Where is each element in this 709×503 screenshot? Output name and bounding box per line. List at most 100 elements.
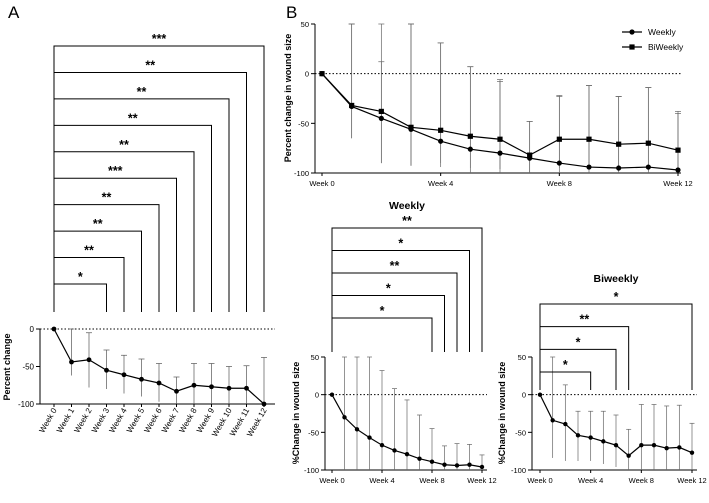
panel-b-weekly-significance-bracket: [331, 272, 458, 352]
panel-b-top-weekly-marker: [438, 138, 444, 144]
panel-b-biweekly-y-tick-label: 0: [522, 391, 526, 400]
panel-b-biweekly-title: Biweekly: [594, 273, 639, 285]
panel-b-top-weekly-marker: [497, 150, 503, 156]
panel-b-biweekly-x-tick-label: Week 0: [527, 476, 552, 485]
panel-a-marker: [156, 380, 162, 386]
panel-b-top-y-tick-label: 50: [301, 20, 309, 29]
panel-a-significance-label: **: [128, 111, 138, 125]
panel-b-biweekly-significance-label: *: [576, 335, 581, 349]
panel-a-significance-label: ***: [108, 164, 123, 178]
panel-b-top-biweekly-marker: [378, 108, 384, 115]
panel-b-weekly-marker: [379, 442, 385, 448]
panel-b-top-y-tick-label: 0: [305, 70, 309, 79]
panel-b-weekly-significance-bracket: [331, 250, 470, 352]
panel-b-weekly-x-tick-label: Week 4: [369, 476, 394, 485]
panel-b-weekly-significance-bracket: [331, 295, 445, 352]
panel-b-biweekly-marker: [550, 418, 555, 423]
panel-a-marker: [86, 357, 92, 363]
panel-b-biweekly-significance-bracket: [539, 303, 693, 390]
panel-b-biweekly-marker: [537, 392, 543, 397]
panel-b-top-legend-marker: [629, 29, 635, 35]
panel-a-marker: [244, 385, 249, 391]
panel-b-weekly-marker: [479, 464, 485, 470]
panel-label-b: B: [286, 3, 297, 22]
panel-b-weekly-y-tick-label: -100: [304, 466, 319, 475]
panel-b-biweekly-marker: [601, 439, 606, 444]
panel-b-weekly-significance-bracket: [331, 317, 433, 352]
panel-b-top-biweekly-marker: [616, 141, 622, 147]
panel-a-significance-bracket: [53, 71, 247, 312]
panel-b-weekly-significance-label: *: [398, 237, 403, 251]
panel-b-weekly-marker: [454, 463, 460, 468]
panel-b-weekly-y-axis-title: %Change in wound size: [291, 362, 301, 465]
panel-b-biweekly-significance-label: *: [563, 358, 568, 372]
panel-b-biweekly-marker: [639, 442, 644, 448]
panel-b-top-weekly-marker: [616, 165, 622, 171]
panel-b-weekly-x-tick-label: Week 0: [319, 476, 344, 485]
panel-b-weekly-y-tick-label: -50: [308, 428, 319, 437]
panel-a-significance-label: **: [84, 244, 94, 258]
panel-a-significance-label: **: [137, 85, 147, 99]
panel-b-weekly-significance-bracket: [331, 227, 483, 352]
panel-b-top-legend-marker: [629, 44, 635, 50]
panel-b-top-biweekly-marker: [438, 127, 444, 133]
panel-b-weekly-marker: [354, 427, 360, 432]
panel-b-weekly-x-tick-label: Week 12: [467, 476, 496, 485]
panel-b-top-x-tick-label: Week 8: [547, 179, 572, 188]
panel-b-weekly-marker: [329, 392, 335, 397]
panel-b-biweekly-marker: [563, 421, 568, 427]
panel-b-top-y-tick-label: -50: [298, 119, 309, 128]
panel-b-top-weekly-marker: [675, 167, 681, 173]
panel-b-biweekly-y-axis-title: %Change in wound size: [497, 362, 507, 465]
panel-b-weekly-marker: [429, 459, 435, 464]
panel-a-y-axis-title: Percent change: [2, 333, 12, 400]
panel-a-y-tick-label: -50: [22, 363, 34, 372]
panel-b-weekly-title: Weekly: [389, 200, 425, 212]
panel-a-marker: [104, 367, 109, 373]
panel-b-biweekly-marker: [626, 453, 631, 458]
panel-b-top-biweekly-marker: [675, 147, 681, 153]
panel-b-biweekly-marker: [613, 442, 619, 448]
panel-a-marker: [139, 376, 144, 382]
panel-b-biweekly-significance-label: **: [579, 313, 589, 327]
panel-a-marker: [209, 384, 214, 390]
panel-b-weekly-marker: [442, 462, 447, 467]
panel-b-weekly-significance-label: **: [390, 259, 400, 273]
panel-b-top-weekly-marker: [378, 115, 384, 121]
panel-b-top-legend-label: BiWeekly: [648, 42, 684, 52]
panel-b-weekly-marker: [367, 435, 372, 440]
panel-a-marker: [69, 359, 74, 365]
panel-b-top-legend-label: Weekly: [648, 27, 676, 37]
panel-b-top-biweekly-marker: [467, 133, 473, 139]
panel-b-weekly-significance-label: *: [386, 282, 391, 296]
panel-b-top-y-tick-label: -100: [294, 169, 309, 178]
panel-b-top-biweekly-marker: [497, 136, 503, 142]
panel-label-a: A: [8, 3, 20, 22]
panel-b-weekly-y-tick-label: 50: [311, 353, 319, 362]
panel-b-top-x-tick-label: Week 4: [428, 179, 453, 188]
panel-a-marker: [174, 388, 179, 394]
panel-b-biweekly-marker: [575, 433, 581, 438]
panel-b-top-y-axis-title: Percent change in wound size: [283, 34, 293, 163]
panel-a-y-tick-label: -100: [18, 400, 35, 409]
panel-b-top-biweekly-marker: [556, 136, 562, 142]
panel-b-biweekly-x-tick-label: Week 8: [629, 476, 654, 485]
panel-b-top-x-tick-label: Week 0: [309, 179, 334, 188]
panel-b-biweekly-x-tick-label: Week 4: [578, 476, 603, 485]
panel-b-top-biweekly-marker: [586, 136, 592, 142]
panel-b-weekly-marker: [392, 448, 397, 453]
panel-b-biweekly-marker: [664, 445, 669, 451]
panel-a-marker: [226, 385, 232, 391]
panel-b-weekly-marker: [404, 451, 410, 457]
panel-b-biweekly-significance-label: *: [614, 290, 619, 304]
panel-b-weekly-marker: [467, 462, 472, 467]
panel-b-biweekly-marker: [677, 445, 682, 450]
panel-a-significance-bracket: [53, 177, 177, 312]
panel-b-top-biweekly-marker: [645, 140, 651, 146]
panel-a-marker: [51, 326, 57, 332]
panel-b-top-weekly-marker: [586, 164, 592, 170]
panel-a-significance-label: **: [145, 58, 155, 72]
panel-b-top-weekly-marker: [467, 146, 473, 152]
panel-a-marker: [261, 401, 267, 407]
